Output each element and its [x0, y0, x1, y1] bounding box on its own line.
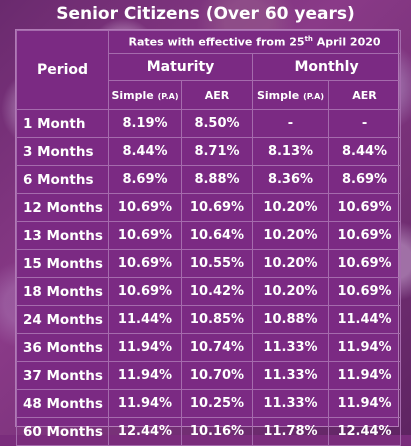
monthly-aer-cell: 10.69%: [327, 221, 402, 250]
table-row: 15 Months 10.69% 10.55% 10.20% 10.69%: [16, 249, 402, 278]
table-row: 36 Months 11.94% 10.74% 11.33% 11.94%: [16, 333, 402, 362]
maturity-aer-header: AER: [181, 80, 253, 110]
maturity-aer-cell: 10.70%: [181, 361, 253, 390]
simple-label: Simple: [256, 88, 300, 102]
period-cell: 12 Months: [16, 193, 109, 222]
table-row: 3 Months 8.44% 8.71% 8.13% 8.44%: [16, 137, 402, 166]
maturity-aer-cell: 10.85%: [181, 305, 253, 334]
rates-table: Period Rates with effective from 25th Ap…: [15, 29, 402, 446]
monthly-aer-cell: 11.44%: [327, 305, 402, 334]
period-cell: 6 Months: [16, 165, 109, 194]
monthly-simple-header: Simple (P.A): [252, 80, 329, 110]
monthly-header: Monthly: [251, 53, 402, 81]
monthly-simple-cell: 10.20%: [252, 193, 329, 222]
pa-label: (P.A): [157, 91, 179, 101]
simple-label: Simple: [111, 88, 154, 102]
maturity-aer-cell: 10.74%: [181, 333, 253, 362]
monthly-aer-cell: 8.69%: [327, 165, 402, 194]
maturity-aer-cell: 8.71%: [181, 137, 253, 166]
maturity-simple-cell: 10.69%: [108, 249, 182, 278]
monthly-simple-cell: 10.20%: [252, 277, 329, 306]
maturity-aer-cell: 10.64%: [181, 221, 253, 250]
rates-note-suffix: April 2020: [312, 35, 381, 49]
table-row: 48 Months 11.94% 10.25% 11.33% 11.94%: [16, 389, 402, 418]
maturity-simple-header: Simple (P.A): [108, 80, 182, 110]
period-cell: 3 Months: [16, 137, 109, 166]
rates-table-grid: Period Rates with effective from 25th Ap…: [16, 30, 402, 446]
maturity-simple-cell: 8.44%: [108, 137, 182, 166]
period-cell: 18 Months: [16, 277, 109, 306]
period-cell: 24 Months: [16, 305, 109, 334]
period-cell: 1 Month: [16, 109, 109, 138]
maturity-header: Maturity: [108, 53, 253, 81]
monthly-aer-cell: 8.44%: [327, 137, 402, 166]
period-cell: 13 Months: [16, 221, 109, 250]
maturity-aer-cell: 10.69%: [181, 193, 253, 222]
monthly-simple-cell: 10.20%: [252, 249, 329, 278]
monthly-aer-cell: 10.69%: [327, 249, 402, 278]
table-row: 37 Months 11.94% 10.70% 11.33% 11.94%: [16, 361, 402, 390]
period-header: Period: [16, 30, 109, 110]
table-row: 18 Months 10.69% 10.42% 10.20% 10.69%: [16, 277, 402, 306]
maturity-aer-cell: 10.55%: [181, 249, 253, 278]
monthly-simple-cell: 8.13%: [252, 137, 329, 166]
maturity-simple-cell: 11.94%: [108, 361, 182, 390]
period-cell: 36 Months: [16, 333, 109, 362]
table-row: 60 Months 12.44% 10.16% 11.78% 12.44%: [16, 417, 402, 446]
monthly-aer-cell: 12.44%: [327, 417, 402, 446]
monthly-aer-cell: 11.94%: [327, 333, 402, 362]
maturity-simple-cell: 11.94%: [108, 389, 182, 418]
monthly-simple-cell: 11.33%: [252, 361, 329, 390]
maturity-aer-cell: 10.42%: [181, 277, 253, 306]
monthly-aer-cell: 10.69%: [327, 193, 402, 222]
monthly-simple-cell: 8.36%: [252, 165, 329, 194]
period-cell: 60 Months: [16, 417, 109, 446]
period-cell: 15 Months: [16, 249, 109, 278]
monthly-simple-cell: 10.88%: [252, 305, 329, 334]
table-row: 13 Months 10.69% 10.64% 10.20% 10.69%: [16, 221, 402, 250]
maturity-simple-cell: 10.69%: [108, 193, 182, 222]
maturity-aer-cell: 10.16%: [181, 417, 253, 446]
table-row: 12 Months 10.69% 10.69% 10.20% 10.69%: [16, 193, 402, 222]
monthly-aer-cell: -: [327, 109, 402, 138]
table-row: 24 Months 11.44% 10.85% 10.88% 11.44%: [16, 305, 402, 334]
monthly-aer-cell: 11.94%: [327, 389, 402, 418]
table-row: 6 Months 8.69% 8.88% 8.36% 8.69%: [16, 165, 402, 194]
maturity-simple-cell: 11.44%: [108, 305, 182, 334]
maturity-aer-cell: 10.25%: [181, 389, 253, 418]
maturity-simple-cell: 8.19%: [108, 109, 182, 138]
monthly-simple-cell: 11.33%: [252, 333, 329, 362]
maturity-aer-cell: 8.50%: [181, 109, 253, 138]
monthly-simple-cell: 10.20%: [252, 221, 329, 250]
table-row: 1 Month 8.19% 8.50% - -: [16, 109, 402, 138]
pa-label: (P.A): [303, 91, 325, 101]
maturity-simple-cell: 10.69%: [108, 277, 182, 306]
monthly-simple-cell: -: [252, 109, 329, 138]
monthly-simple-cell: 11.33%: [252, 389, 329, 418]
maturity-simple-cell: 10.69%: [108, 221, 182, 250]
period-cell: 48 Months: [16, 389, 109, 418]
period-cell: 37 Months: [16, 361, 109, 390]
maturity-simple-cell: 11.94%: [108, 333, 182, 362]
rates-effective-note: Rates with effective from 25th April 202…: [107, 30, 402, 54]
monthly-simple-cell: 11.78%: [252, 417, 329, 446]
monthly-aer-header: AER: [327, 80, 402, 110]
page-title: Senior Citizens (Over 60 years): [56, 4, 355, 24]
rates-note-sup: th: [304, 35, 313, 44]
maturity-simple-cell: 12.44%: [108, 417, 182, 446]
maturity-simple-cell: 8.69%: [108, 165, 182, 194]
rates-note-prefix: Rates with effective from 25: [128, 35, 305, 49]
monthly-aer-cell: 10.69%: [327, 277, 402, 306]
maturity-aer-cell: 8.88%: [181, 165, 253, 194]
monthly-aer-cell: 11.94%: [327, 361, 402, 390]
